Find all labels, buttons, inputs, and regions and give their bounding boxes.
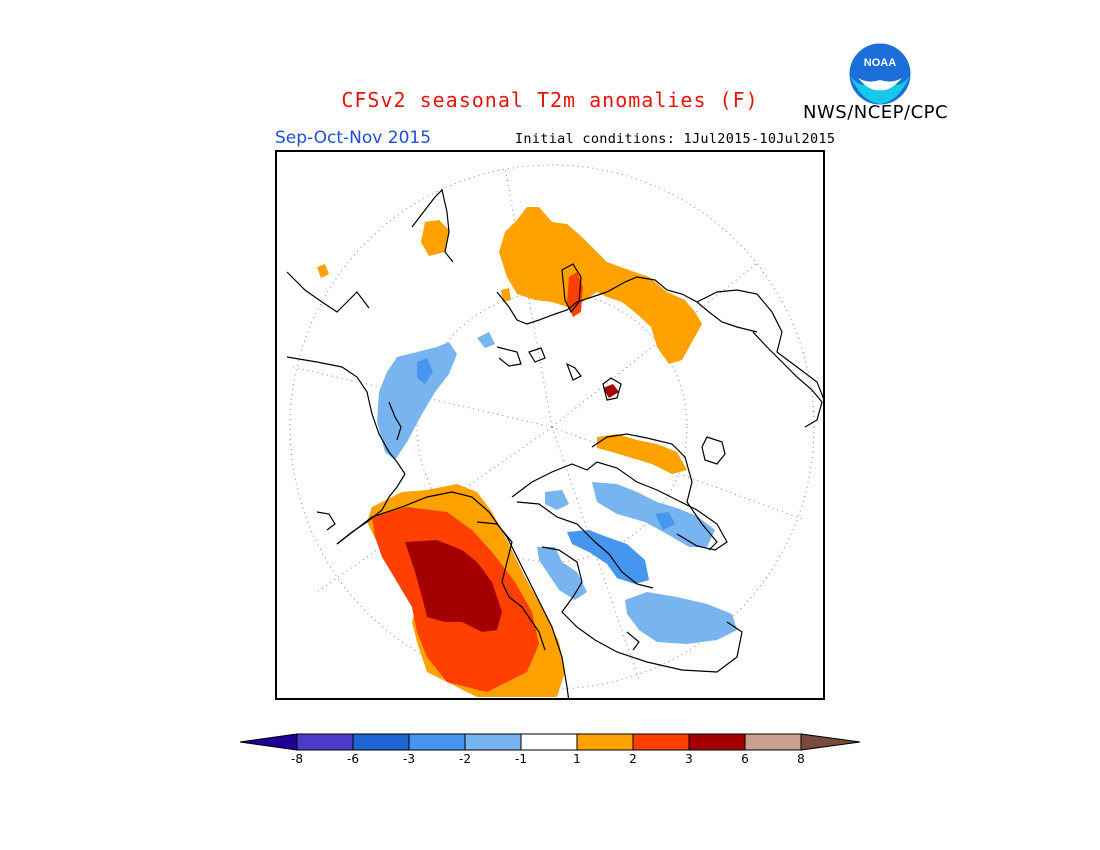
legend-bin (296, 733, 354, 751)
legend-bin (688, 733, 746, 751)
map-title: CFSv2 seasonal T2m anomalies (F) (341, 88, 759, 112)
legend-tick-label: -3 (403, 752, 415, 766)
forecast-period: Sep-Oct-Nov 2015 (275, 128, 432, 148)
legend-tick-label: -2 (459, 752, 471, 766)
map-boundary-circle (289, 164, 815, 690)
coastlines (286, 188, 823, 698)
legend-tick-label: 3 (685, 752, 693, 766)
legend-tick-label: 2 (629, 752, 637, 766)
noaa-logo-text: NOAA (864, 57, 896, 69)
legend-bin (632, 733, 690, 751)
legend-tick-label: 6 (741, 752, 749, 766)
noaa-logo: NOAA (848, 42, 912, 106)
legend-bin (464, 733, 522, 751)
warm-anomaly-north-america (367, 484, 565, 697)
legend-bin (408, 733, 466, 751)
polar-map-frame (275, 150, 825, 700)
initial-conditions: Initial conditions: 1Jul2015-10Jul2015 (515, 131, 836, 147)
legend-tick-label: -8 (291, 752, 303, 766)
legend-bin (744, 733, 802, 751)
legend-bin (576, 733, 634, 751)
cool-anomaly-regions (377, 332, 737, 644)
color-scale-legend (239, 733, 861, 751)
legend-tick-label: 8 (797, 752, 805, 766)
legend-tick-label: -6 (347, 752, 359, 766)
legend-arrow-low (239, 733, 298, 751)
warm-anomaly-siberia (317, 207, 702, 474)
legend-bin (352, 733, 410, 751)
legend-arrow-high (800, 733, 861, 751)
legend-tick-label: 1 (573, 752, 581, 766)
meridian-lines (292, 166, 806, 681)
agency-label: NWS/NCEP/CPC (803, 102, 949, 123)
legend-tick-label: -1 (515, 752, 527, 766)
legend-bin (520, 733, 578, 751)
polar-stereographic-map (286, 164, 823, 698)
